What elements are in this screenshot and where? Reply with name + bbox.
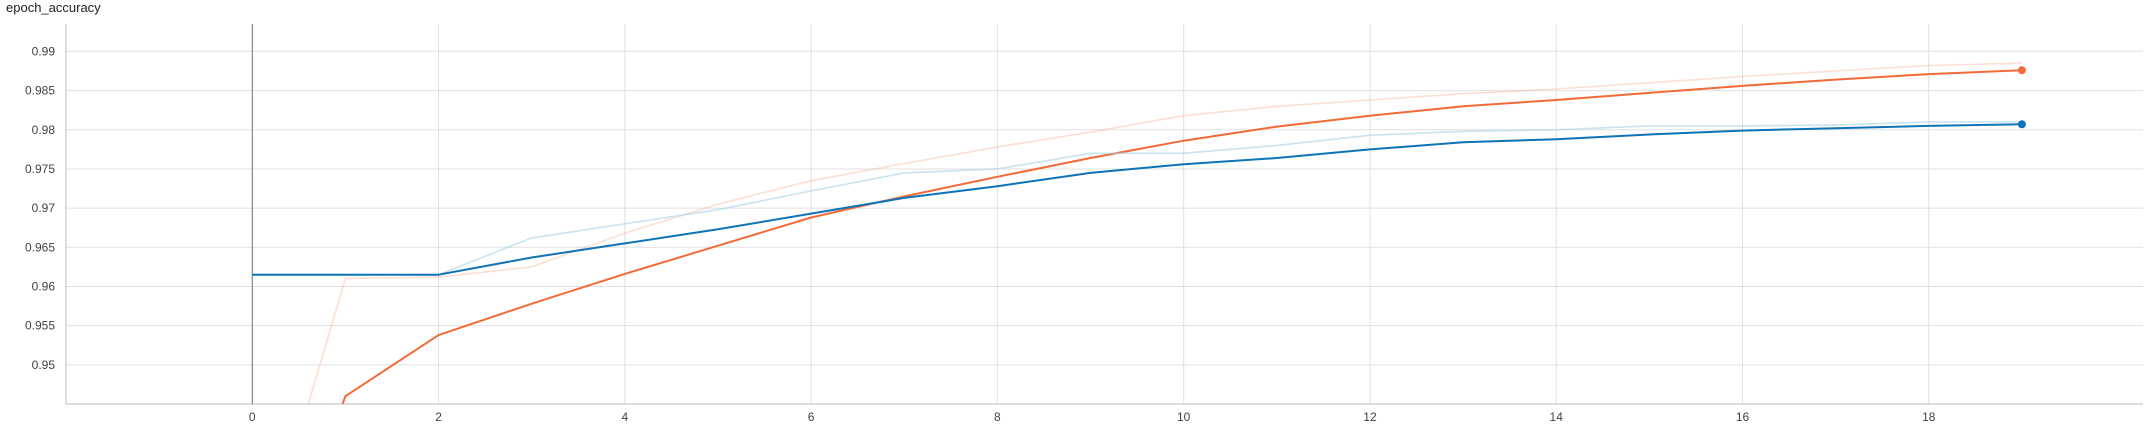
y-tick-label: 0.97 xyxy=(32,201,56,215)
chart-title: epoch_accuracy xyxy=(6,0,101,15)
series-line-3 xyxy=(252,123,2022,276)
series-line-2 xyxy=(252,121,2022,276)
series-line-1 xyxy=(341,69,2022,404)
y-tick-label: 0.965 xyxy=(25,240,55,254)
series-end-marker-1 xyxy=(2017,120,2026,129)
x-tick-label: 4 xyxy=(621,410,628,424)
y-tick-label: 0.955 xyxy=(25,319,55,333)
x-tick-label: 18 xyxy=(1922,410,1936,424)
x-tick-label: 2 xyxy=(435,410,442,424)
y-tick-label: 0.975 xyxy=(25,162,55,176)
series-end-marker-0 xyxy=(2017,66,2026,75)
x-tick-label: 10 xyxy=(1177,410,1191,424)
x-tick-label: 0 xyxy=(249,410,256,424)
y-tick-label: 0.95 xyxy=(32,358,56,372)
series-line-0 xyxy=(307,62,2022,404)
y-tick-label: 0.98 xyxy=(32,123,56,137)
x-tick-label: 8 xyxy=(994,410,1001,424)
x-tick-label: 12 xyxy=(1363,410,1377,424)
x-tick-label: 14 xyxy=(1550,410,1564,424)
y-tick-label: 0.985 xyxy=(25,84,55,98)
x-tick-label: 16 xyxy=(1736,410,1750,424)
y-tick-label: 0.99 xyxy=(32,44,56,58)
x-tick-label: 6 xyxy=(808,410,815,424)
y-tick-label: 0.96 xyxy=(32,279,56,293)
